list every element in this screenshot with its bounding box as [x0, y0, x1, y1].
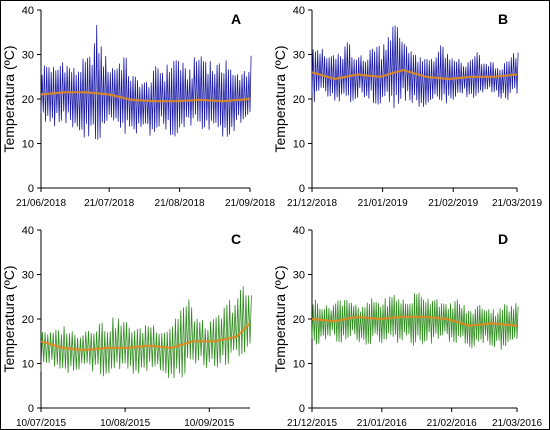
- panel-label: C: [231, 231, 241, 247]
- y-tick-label: 30: [22, 270, 34, 282]
- x-tick-label: 21/01/2019: [358, 198, 408, 209]
- series-trend-line: [40, 322, 251, 352]
- y-tick-label: 20: [293, 94, 305, 106]
- y-tick-label: 10: [293, 359, 305, 371]
- series-daily-line: [40, 24, 252, 140]
- y-tick-label: 10: [22, 139, 34, 151]
- panel-label: D: [498, 231, 508, 247]
- panel-label: A: [231, 11, 241, 27]
- y-axis-label: Temperatura (ºC): [1, 45, 17, 152]
- series-daily-line: [311, 25, 519, 109]
- x-tick-label: 21/08/2018: [155, 198, 205, 209]
- y-tick-label: 40: [22, 5, 34, 17]
- y-tick-label: 10: [22, 359, 34, 371]
- y-tick-label: 40: [293, 225, 305, 237]
- x-tick-label: 21/03/2016: [492, 418, 542, 429]
- y-tick-label: 30: [22, 50, 34, 62]
- y-tick-label: 30: [293, 270, 305, 282]
- y-tick-label: 20: [22, 314, 34, 326]
- x-tick-label: 21/09/2018: [225, 198, 275, 209]
- y-axis-label: Temperatura (ºC): [272, 265, 288, 372]
- y-tick-label: 20: [22, 94, 34, 106]
- panel-b: 0 10 20 30 40 21/12/2018 21/01/2019 21/02/2019 2…: [272, 5, 542, 209]
- x-tick-label: 21/02/2016: [427, 418, 477, 429]
- x-tick-label: 10/09/2015: [184, 418, 234, 429]
- y-tick-label: 0: [28, 183, 34, 195]
- y-tick-label: 0: [299, 403, 305, 415]
- series-trend-line: [311, 68, 518, 81]
- y-tick-label: 0: [299, 183, 305, 195]
- x-tick-label: 21/01/2016: [357, 418, 407, 429]
- y-tick-label: 30: [293, 50, 305, 62]
- y-tick-label: 20: [293, 314, 305, 326]
- x-tick-label: 21/02/2019: [428, 198, 478, 209]
- x-tick-label: 21/03/2019: [492, 198, 542, 209]
- y-axis-label: Temperatura (ºC): [272, 45, 288, 152]
- y-tick-label: 40: [22, 225, 34, 237]
- y-tick-label: 0: [28, 403, 34, 415]
- x-tick-label: 21/06/2018: [16, 198, 66, 209]
- x-tick-label: 21/12/2018: [287, 198, 337, 209]
- panel-d: 0 10 20 30 40 21/12/2015 21/01/2016 21/02/2016 2…: [272, 225, 542, 429]
- y-tick-label: 40: [293, 5, 305, 17]
- x-tick-label: 21/12/2015: [287, 418, 337, 429]
- y-axis-label: Temperatura (ºC): [1, 265, 17, 372]
- panel-c: 0 10 20 30 40 10/07/2015 10/08/2015 10/09/2015 T…: [1, 225, 252, 429]
- panels: 0 10 20 30 40 21/06/2018 21/07/2018 21/08/2018 2…: [1, 5, 542, 429]
- series-daily-line: [40, 286, 252, 379]
- series-trend-line: [311, 315, 518, 327]
- x-tick-label: 21/07/2018: [84, 198, 134, 209]
- x-tick-label: 10/08/2015: [100, 418, 150, 429]
- panel-label: B: [498, 11, 508, 27]
- panel-a: 0 10 20 30 40 21/06/2018 21/07/2018 21/08/2018 2…: [1, 5, 275, 209]
- x-tick-label: 10/07/2015: [16, 418, 66, 429]
- series-trend-line: [40, 91, 251, 103]
- y-tick-label: 10: [293, 139, 305, 151]
